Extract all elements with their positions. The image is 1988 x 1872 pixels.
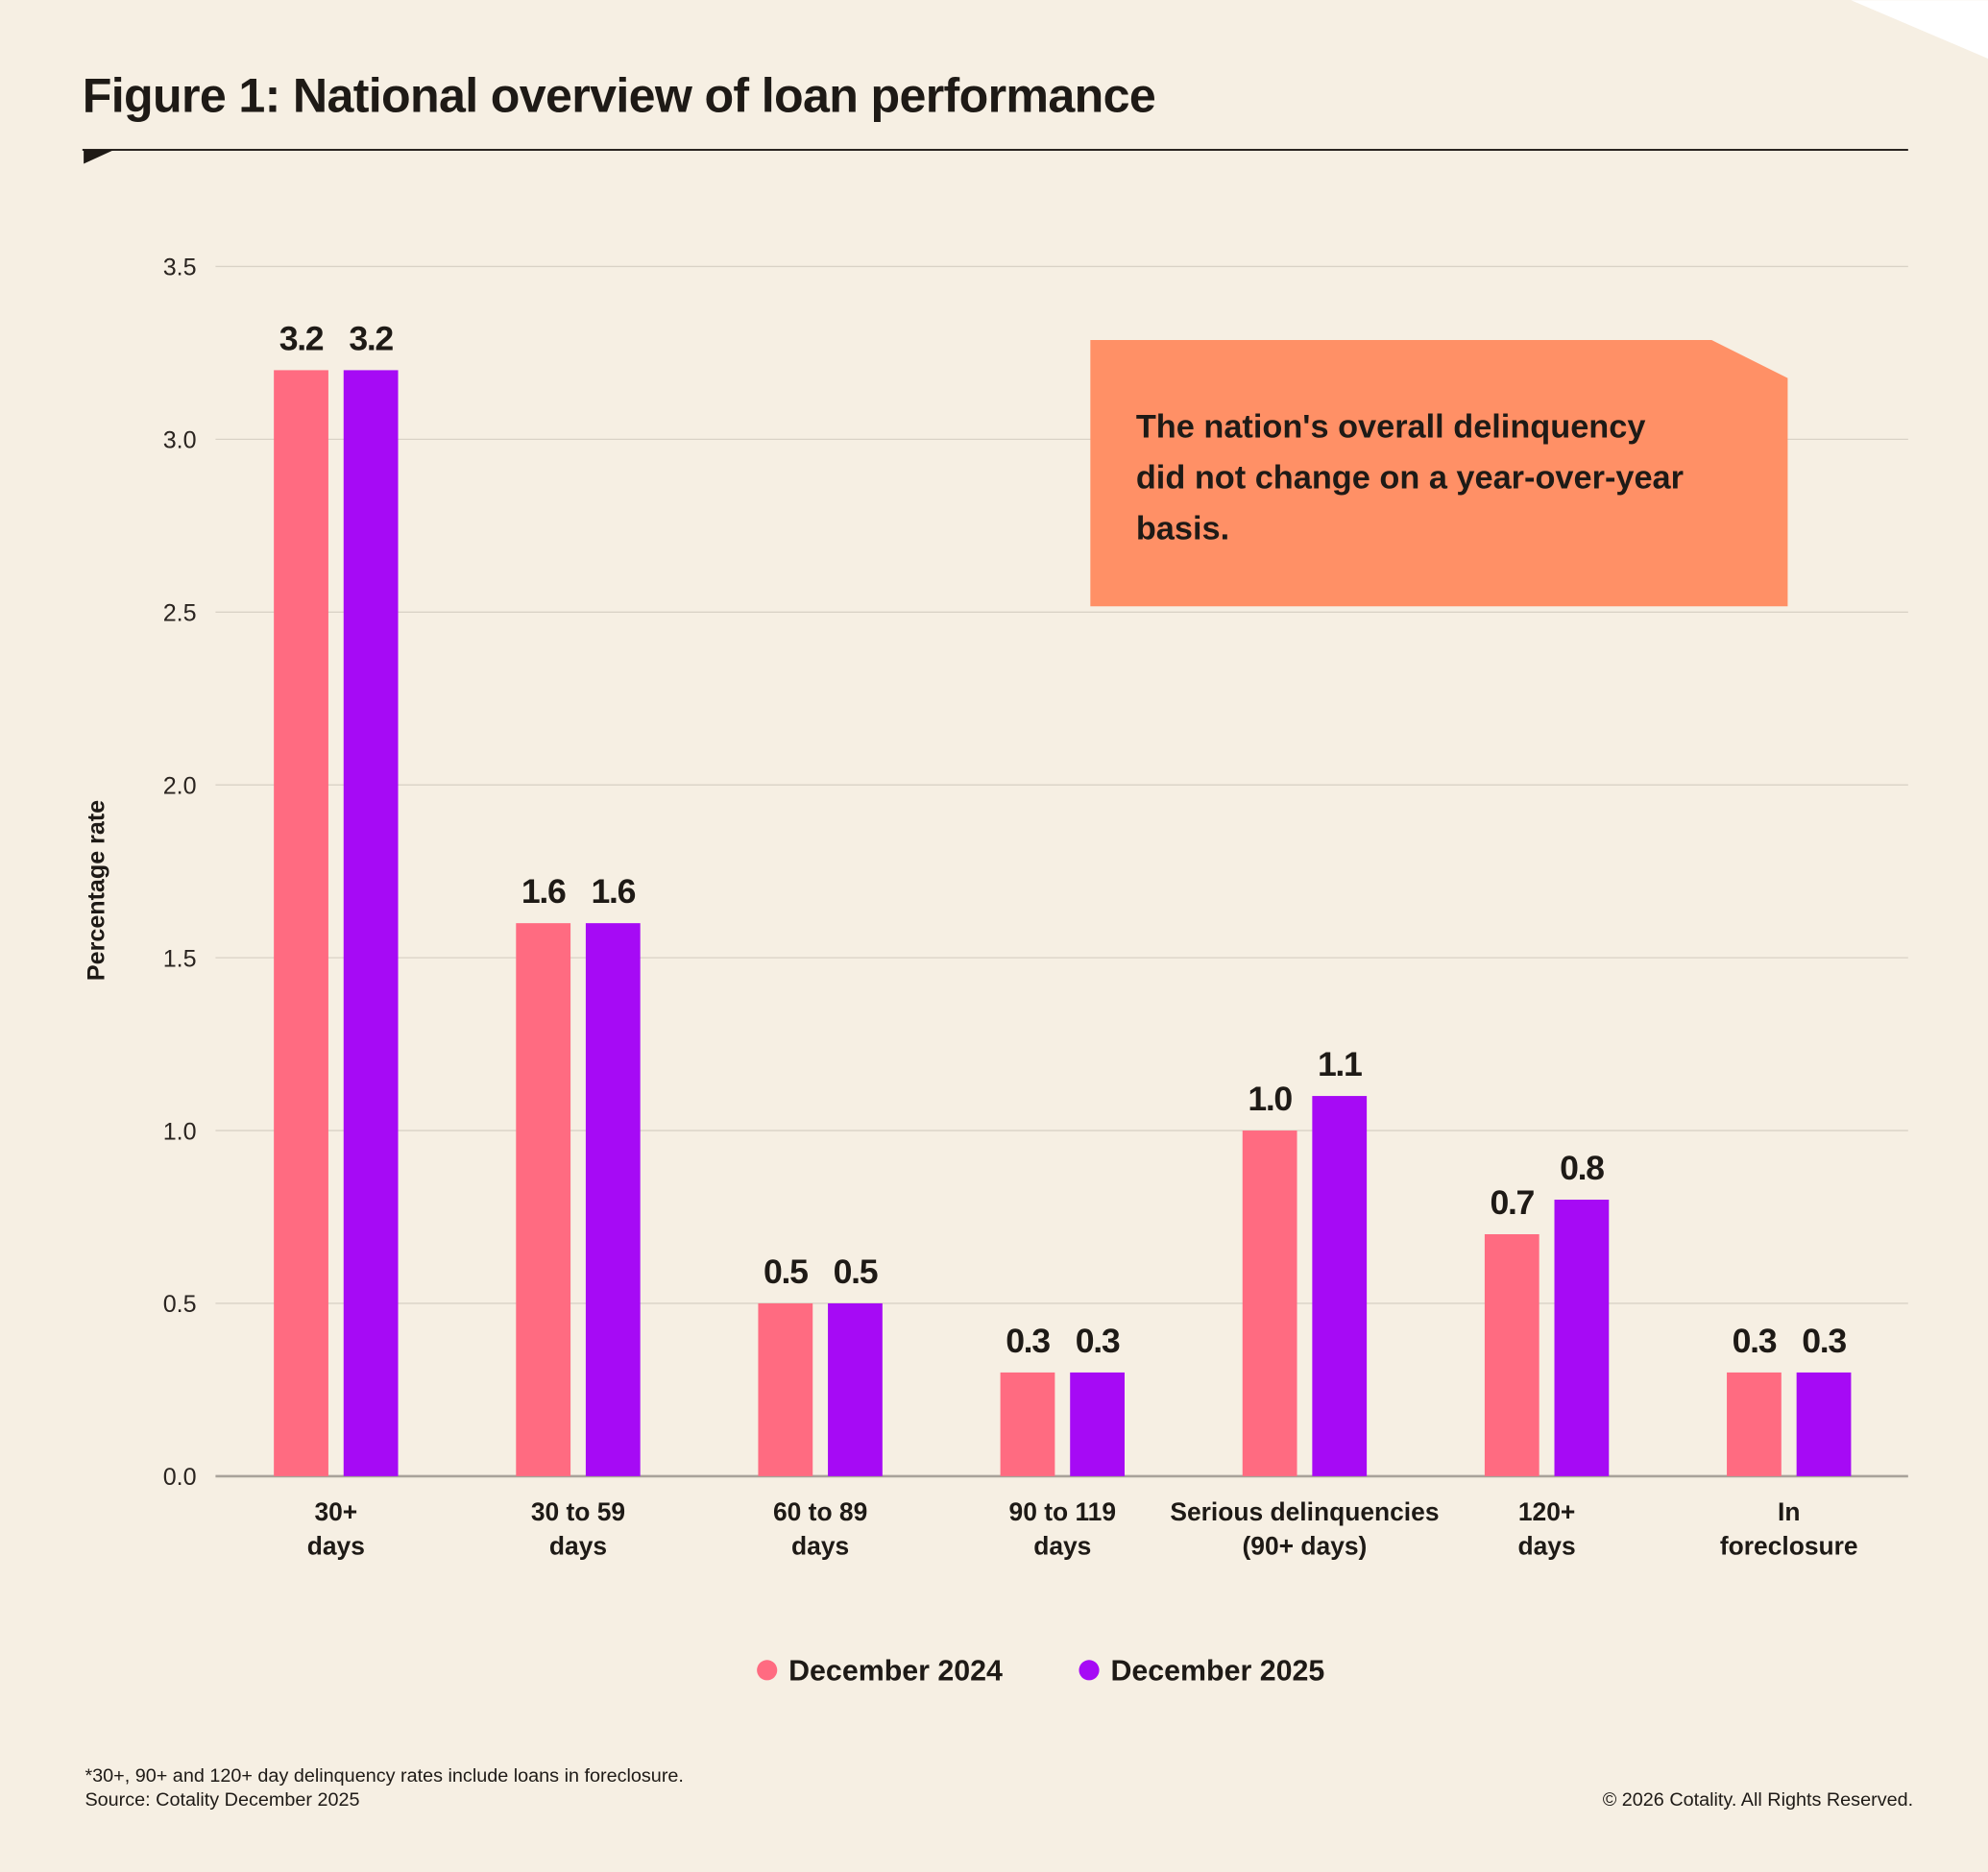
- y-tick-label: 1.5: [163, 945, 197, 972]
- title-rule-marker: [84, 150, 114, 164]
- bar: [343, 370, 399, 1476]
- x-tick-label: 30 to 59: [531, 1497, 625, 1526]
- footer-source: Source: Cotality December 2025: [85, 1789, 359, 1811]
- data-label: 1.6: [521, 872, 566, 911]
- x-tick-label: Serious delinquencies: [1170, 1497, 1439, 1526]
- bar: [516, 923, 571, 1476]
- data-label: 0.3: [1802, 1322, 1846, 1360]
- y-tick-label: 2.0: [163, 772, 197, 799]
- data-label: 3.2: [349, 319, 393, 357]
- legend-label: December 2024: [788, 1655, 1003, 1687]
- x-tick-label: 90 to 119: [1009, 1497, 1117, 1526]
- bar: [1312, 1096, 1368, 1476]
- bar: [1796, 1372, 1852, 1476]
- legend-swatch: [1079, 1660, 1100, 1681]
- y-axis-label: Percentage rate: [83, 800, 109, 981]
- annotation-text: basis.: [1136, 510, 1229, 547]
- bar: [1242, 1130, 1297, 1476]
- data-label: 0.5: [764, 1252, 808, 1291]
- corner-decoration: [1851, 0, 1988, 59]
- data-label: 1.6: [592, 872, 636, 911]
- x-tick-label: foreclosure: [1720, 1532, 1858, 1561]
- y-tick-label: 1.0: [163, 1118, 197, 1145]
- x-tick-label: (90+ days): [1243, 1532, 1368, 1561]
- y-tick-label: 0.0: [163, 1464, 197, 1491]
- x-tick-label: 120+: [1518, 1497, 1575, 1526]
- x-tick-label: days: [1033, 1532, 1091, 1561]
- bar: [1070, 1372, 1125, 1476]
- footer-copyright: © 2026 Cotality. All Rights Reserved.: [1603, 1789, 1913, 1811]
- annotation-text: did not change on a year-over-year: [1136, 459, 1684, 496]
- bar: [1000, 1372, 1055, 1476]
- annotation-text: The nation's overall delinquency: [1136, 409, 1646, 446]
- bar: [1727, 1372, 1782, 1476]
- bar: [585, 923, 641, 1476]
- x-tick-label: days: [307, 1532, 365, 1561]
- y-tick-label: 2.5: [163, 600, 197, 627]
- data-label: 0.3: [1076, 1322, 1120, 1360]
- x-tick-label: days: [549, 1532, 607, 1561]
- y-tick-label: 3.0: [163, 427, 197, 454]
- data-label: 0.3: [1006, 1322, 1050, 1360]
- data-label: 3.2: [279, 319, 324, 357]
- chart-title: Figure 1: National overview of loan perf…: [83, 68, 1155, 122]
- data-label: 0.5: [834, 1252, 878, 1291]
- bar: [1484, 1234, 1539, 1476]
- data-label: 0.8: [1560, 1149, 1604, 1187]
- bar: [1554, 1200, 1610, 1476]
- x-tick-label: In: [1778, 1497, 1800, 1526]
- data-label: 0.3: [1733, 1322, 1777, 1360]
- x-tick-label: 60 to 89: [773, 1497, 867, 1526]
- data-label: 1.0: [1248, 1080, 1292, 1118]
- bar: [758, 1302, 813, 1476]
- data-label: 1.1: [1318, 1045, 1362, 1083]
- x-tick-label: 30+: [314, 1497, 357, 1526]
- bar: [828, 1302, 883, 1476]
- footer-note: *30+, 90+ and 120+ day delinquency rates…: [85, 1765, 684, 1787]
- y-tick-label: 3.5: [163, 255, 197, 281]
- legend-swatch: [757, 1660, 778, 1681]
- annotation-box: [1090, 340, 1788, 607]
- x-tick-label: days: [1518, 1532, 1576, 1561]
- y-tick-label: 0.5: [163, 1291, 197, 1318]
- x-tick-label: days: [791, 1532, 849, 1561]
- data-label: 0.7: [1490, 1183, 1534, 1222]
- bar: [274, 370, 328, 1476]
- legend-label: December 2025: [1110, 1655, 1324, 1687]
